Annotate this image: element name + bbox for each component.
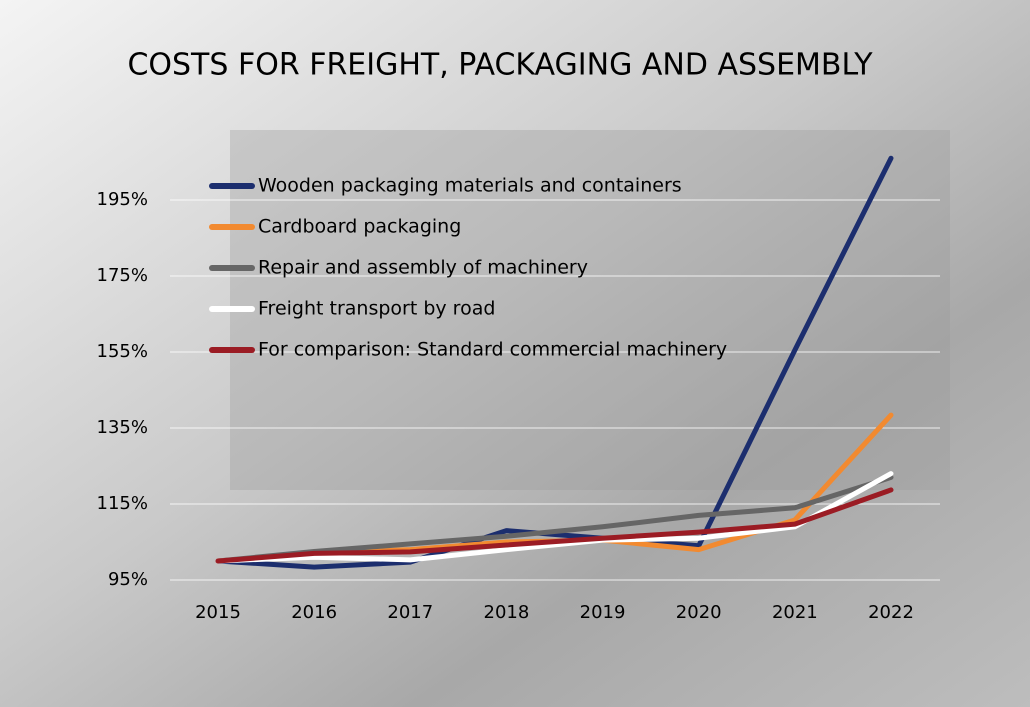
x-tick-label: 2017 bbox=[387, 602, 433, 623]
x-tick-label: 2021 bbox=[772, 602, 818, 623]
series-line bbox=[215, 471, 894, 564]
series-line bbox=[215, 474, 894, 564]
legend-label: Repair and assembly of machinery bbox=[258, 257, 588, 279]
legend-label: Freight transport by road bbox=[258, 298, 495, 320]
x-tick-label: 2016 bbox=[291, 602, 337, 623]
legend-label: For comparison: Standard commercial mach… bbox=[258, 339, 727, 361]
y-tick-label: 115% bbox=[97, 493, 148, 514]
x-tick-label: 2020 bbox=[676, 602, 722, 623]
x-tick-label: 2015 bbox=[195, 602, 241, 623]
series-line bbox=[215, 155, 894, 570]
legend-label: Cardboard packaging bbox=[258, 216, 461, 238]
x-tick-label: 2018 bbox=[484, 602, 530, 623]
background-shape bbox=[230, 130, 950, 490]
series-line bbox=[215, 487, 894, 564]
chart-title: COSTS FOR FREIGHT, PACKAGING AND ASSEMBL… bbox=[127, 48, 873, 83]
y-tick-label: 175% bbox=[97, 265, 148, 286]
x-tick-label: 2019 bbox=[580, 602, 626, 623]
x-tick-label: 2022 bbox=[868, 602, 914, 623]
y-tick-label: 155% bbox=[97, 341, 148, 362]
legend-label: Wooden packaging materials and container… bbox=[258, 175, 682, 197]
y-tick-label: 135% bbox=[97, 417, 148, 438]
y-tick-label: 95% bbox=[108, 569, 148, 590]
y-tick-label: 195% bbox=[97, 189, 148, 210]
